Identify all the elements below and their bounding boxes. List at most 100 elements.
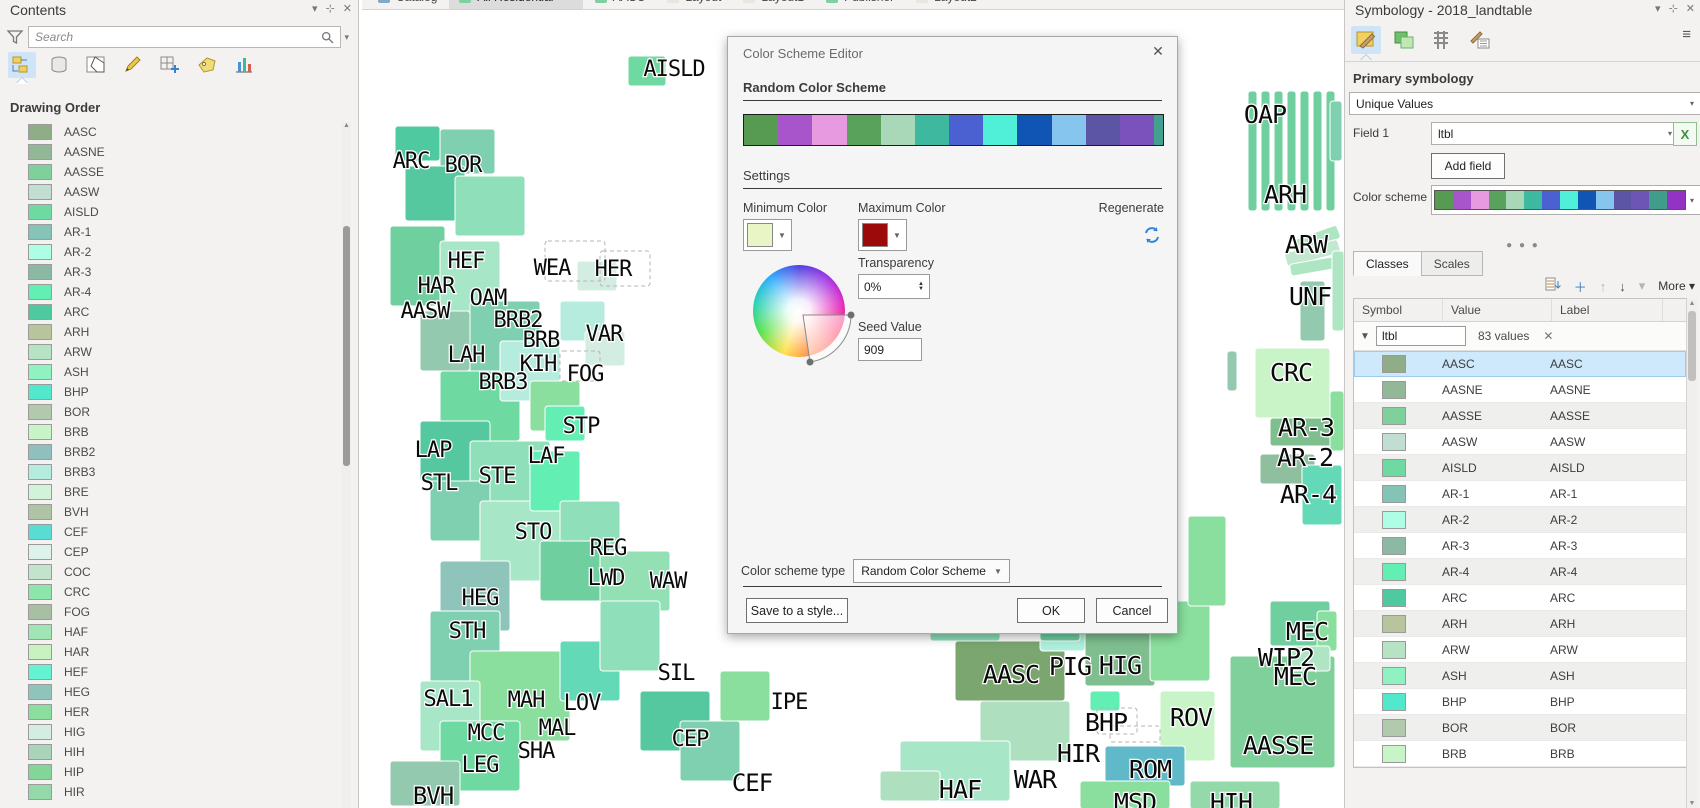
- layer-swatch[interactable]: [28, 584, 52, 600]
- map-parcel[interactable]: [1159, 690, 1216, 762]
- class-symbol-swatch[interactable]: [1382, 718, 1406, 737]
- layer-item-hih[interactable]: HIH: [0, 742, 340, 762]
- class-symbol-swatch[interactable]: [1382, 484, 1406, 503]
- layer-item-her[interactable]: HER: [0, 702, 340, 722]
- class-label[interactable]: AR-4: [1550, 564, 1578, 579]
- map-parcel[interactable]: [1096, 707, 1138, 735]
- layer-swatch[interactable]: [28, 364, 52, 380]
- layer-swatch[interactable]: [28, 244, 52, 260]
- document-tab-publisher[interactable]: Publisher: [816, 0, 905, 9]
- column-symbol[interactable]: Symbol: [1354, 299, 1443, 321]
- class-value[interactable]: BHP: [1442, 694, 1467, 709]
- map-parcel[interactable]: [1247, 90, 1258, 212]
- class-row-aasne[interactable]: AASNE AASNE: [1354, 377, 1686, 403]
- map-parcel[interactable]: [1329, 100, 1343, 162]
- layer-item-haf[interactable]: HAF: [0, 622, 340, 642]
- map-parcel[interactable]: [1229, 655, 1336, 769]
- document-tab-all-residential[interactable]: All Residential✕: [449, 0, 583, 9]
- class-row-ash[interactable]: ASH ASH: [1354, 663, 1686, 689]
- map-parcel[interactable]: [389, 760, 461, 807]
- classes-scrollbar-thumb[interactable]: [1688, 311, 1696, 381]
- layer-swatch[interactable]: [28, 764, 52, 780]
- cancel-button[interactable]: Cancel: [1096, 598, 1168, 623]
- class-symbol-swatch[interactable]: [1382, 536, 1406, 555]
- class-symbol-swatch[interactable]: [1382, 666, 1406, 685]
- layer-item-aasne[interactable]: AASNE: [0, 142, 340, 162]
- color-scheme-dropdown[interactable]: ▾: [1431, 185, 1700, 215]
- layer-swatch[interactable]: [28, 424, 52, 440]
- minimum-color-picker[interactable]: ▼: [743, 219, 792, 251]
- class-value[interactable]: AASC: [1442, 356, 1475, 371]
- class-label[interactable]: BOR: [1550, 720, 1577, 735]
- class-symbol-swatch[interactable]: [1382, 432, 1406, 451]
- layer-swatch[interactable]: [28, 684, 52, 700]
- class-symbol-swatch[interactable]: [1382, 458, 1406, 477]
- class-value[interactable]: AASNE: [1442, 382, 1483, 397]
- class-row-ar-4[interactable]: AR-4 AR-4: [1354, 559, 1686, 585]
- map-parcel[interactable]: [599, 250, 651, 287]
- seed-value-input[interactable]: 909: [858, 338, 922, 361]
- map-parcel[interactable]: [529, 450, 581, 512]
- class-symbol-swatch[interactable]: [1382, 380, 1406, 399]
- pane-options-icon[interactable]: ▾: [1655, 3, 1661, 15]
- layer-swatch[interactable]: [28, 124, 52, 140]
- map-parcel[interactable]: [599, 600, 661, 672]
- class-symbol-swatch[interactable]: [1382, 510, 1406, 529]
- class-label[interactable]: AASSE: [1550, 408, 1591, 423]
- class-value[interactable]: BOR: [1442, 720, 1469, 735]
- list-by-labeling-icon[interactable]: [193, 52, 221, 78]
- class-value[interactable]: ARW: [1442, 642, 1470, 657]
- layer-swatch[interactable]: [28, 784, 52, 800]
- symbol-layer-drawing-icon[interactable]: [1427, 26, 1457, 54]
- transparency-spinner[interactable]: 0% ▲ ▼: [858, 274, 930, 299]
- save-to-style-button[interactable]: Save to a style...: [746, 598, 848, 623]
- class-row-arw[interactable]: ARW ARW: [1354, 637, 1686, 663]
- class-symbol-swatch[interactable]: [1382, 614, 1406, 633]
- add-unlisted-values-icon[interactable]: [1545, 277, 1561, 295]
- list-by-drawing-order-icon[interactable]: [8, 52, 36, 78]
- list-by-data-source-icon[interactable]: [45, 52, 73, 78]
- list-by-editing-icon[interactable]: [119, 52, 147, 78]
- class-row-arc[interactable]: ARC ARC: [1354, 585, 1686, 611]
- add-field-button[interactable]: Add field: [1431, 153, 1505, 179]
- map-parcel[interactable]: [879, 770, 941, 802]
- map-parcel[interactable]: [584, 330, 626, 367]
- class-row-ar-3[interactable]: AR-3 AR-3: [1354, 533, 1686, 559]
- map-parcel[interactable]: [1289, 645, 1331, 672]
- column-label[interactable]: Label: [1552, 299, 1663, 321]
- layer-item-heg[interactable]: HEG: [0, 682, 340, 702]
- class-label[interactable]: BRB: [1550, 746, 1575, 761]
- layer-swatch[interactable]: [28, 564, 52, 580]
- layer-item-aisld[interactable]: AISLD: [0, 202, 340, 222]
- layer-swatch[interactable]: [28, 264, 52, 280]
- classes-scrollbar[interactable]: ▲ ▼: [1686, 299, 1697, 808]
- layer-item-ar-2[interactable]: AR-2: [0, 242, 340, 262]
- layer-item-brb[interactable]: BRB: [0, 422, 340, 442]
- advanced-symbology-icon[interactable]: [1465, 26, 1495, 54]
- layer-item-fog[interactable]: FOG: [0, 602, 340, 622]
- maximum-color-picker[interactable]: ▼: [858, 219, 907, 251]
- class-value[interactable]: AR-4: [1442, 564, 1470, 579]
- layer-swatch[interactable]: [28, 524, 52, 540]
- collapse-group-icon[interactable]: ▼: [1360, 330, 1370, 342]
- layer-item-aasc[interactable]: AASC: [0, 122, 340, 142]
- class-symbol-swatch[interactable]: [1382, 588, 1406, 607]
- map-parcel[interactable]: [719, 670, 771, 722]
- class-row-aasse[interactable]: AASSE AASSE: [1354, 403, 1686, 429]
- class-symbol-swatch[interactable]: [1382, 640, 1406, 659]
- vary-symbology-icon[interactable]: [1389, 26, 1419, 54]
- layer-swatch[interactable]: [28, 664, 52, 680]
- document-tab-layout[interactable]: Layout: [657, 0, 732, 9]
- map-parcel[interactable]: [1299, 90, 1310, 212]
- close-icon[interactable]: ✕: [1685, 3, 1695, 15]
- set-expression-button[interactable]: X: [1673, 122, 1697, 146]
- layer-swatch[interactable]: [28, 304, 52, 320]
- document-tab-aasc[interactable]: AASC: [584, 0, 656, 9]
- document-tab-catalog[interactable]: Catalog: [368, 0, 448, 9]
- class-label[interactable]: AASC: [1550, 356, 1583, 371]
- map-parcel[interactable]: [454, 175, 526, 237]
- contents-scrollbar[interactable]: ▲: [342, 122, 351, 808]
- close-icon[interactable]: ✕: [342, 3, 352, 15]
- menu-icon[interactable]: ≡: [1682, 26, 1691, 43]
- class-value[interactable]: AISLD: [1442, 460, 1477, 475]
